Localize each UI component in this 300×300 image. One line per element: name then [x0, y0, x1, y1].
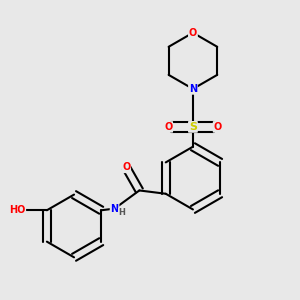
Text: S: S — [189, 122, 197, 132]
Text: N: N — [189, 84, 197, 94]
Text: N: N — [110, 204, 118, 214]
Text: O: O — [164, 122, 172, 132]
Text: H: H — [118, 208, 125, 217]
Text: O: O — [214, 122, 222, 132]
Text: O: O — [122, 162, 130, 172]
Text: O: O — [189, 28, 197, 38]
Text: HO: HO — [9, 205, 25, 215]
